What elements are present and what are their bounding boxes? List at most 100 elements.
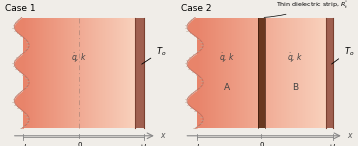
Text: Thin dielectric strip, $R_t^{''}$: Thin dielectric strip, $R_t^{''}$ xyxy=(264,0,348,17)
Bar xyxy=(50,18,51,128)
Bar xyxy=(256,18,258,128)
Bar xyxy=(319,18,321,128)
Bar xyxy=(49,18,50,128)
Bar xyxy=(250,18,252,128)
Bar xyxy=(277,18,279,128)
Text: $\dot{q}$, k: $\dot{q}$, k xyxy=(71,52,87,65)
Text: Case 1: Case 1 xyxy=(5,4,36,13)
Bar xyxy=(77,18,78,128)
Bar xyxy=(200,18,202,128)
Bar xyxy=(260,18,261,128)
Bar xyxy=(223,18,224,128)
Bar xyxy=(207,18,208,128)
Bar xyxy=(30,18,32,128)
Bar xyxy=(79,18,81,128)
Bar xyxy=(99,18,100,128)
Bar xyxy=(237,18,239,128)
Bar xyxy=(81,18,82,128)
Bar xyxy=(276,18,277,128)
Bar xyxy=(58,18,60,128)
Bar xyxy=(131,18,132,128)
Text: 0: 0 xyxy=(259,142,263,146)
Bar xyxy=(232,18,234,128)
Bar xyxy=(326,18,333,128)
Bar xyxy=(89,18,91,128)
Bar xyxy=(316,18,318,128)
Bar xyxy=(134,18,135,128)
Text: $+L$: $+L$ xyxy=(327,142,339,146)
Bar xyxy=(109,18,110,128)
Bar xyxy=(110,18,112,128)
Bar xyxy=(54,18,55,128)
Text: 0: 0 xyxy=(77,142,82,146)
Bar xyxy=(324,18,326,128)
Bar xyxy=(292,18,294,128)
Bar xyxy=(69,18,71,128)
Bar xyxy=(318,18,319,128)
Bar xyxy=(224,18,226,128)
Bar xyxy=(248,18,250,128)
Bar xyxy=(289,18,290,128)
Bar xyxy=(39,18,40,128)
Bar xyxy=(271,18,273,128)
Bar xyxy=(261,18,263,128)
Bar xyxy=(229,18,231,128)
Bar xyxy=(231,18,232,128)
Bar xyxy=(268,18,269,128)
Bar xyxy=(120,18,121,128)
Bar xyxy=(242,18,243,128)
Bar xyxy=(253,18,255,128)
Bar xyxy=(83,18,85,128)
Bar xyxy=(297,18,298,128)
Bar xyxy=(203,18,205,128)
Bar xyxy=(306,18,308,128)
Bar xyxy=(26,18,28,128)
Bar xyxy=(78,18,79,128)
Bar xyxy=(301,18,303,128)
Bar xyxy=(68,18,69,128)
Bar xyxy=(219,18,221,128)
Bar xyxy=(66,18,67,128)
Bar xyxy=(281,18,282,128)
Text: Case 2: Case 2 xyxy=(181,4,211,13)
Bar xyxy=(92,18,93,128)
Bar xyxy=(252,18,253,128)
Bar xyxy=(305,18,306,128)
Bar xyxy=(208,18,210,128)
Bar xyxy=(243,18,245,128)
Bar xyxy=(310,18,311,128)
Bar xyxy=(105,18,106,128)
Bar xyxy=(282,18,284,128)
Bar xyxy=(308,18,310,128)
Bar xyxy=(116,18,117,128)
Bar xyxy=(32,18,33,128)
Bar xyxy=(273,18,274,128)
Bar xyxy=(287,18,289,128)
Bar xyxy=(72,18,74,128)
Bar xyxy=(121,18,123,128)
Bar xyxy=(97,18,99,128)
Bar xyxy=(198,18,200,128)
Bar xyxy=(313,18,314,128)
Bar xyxy=(202,18,203,128)
Bar xyxy=(55,18,57,128)
Bar xyxy=(213,18,214,128)
Bar xyxy=(103,18,105,128)
Bar xyxy=(63,18,64,128)
Bar xyxy=(300,18,301,128)
Bar xyxy=(274,18,276,128)
Bar xyxy=(279,18,281,128)
Bar xyxy=(124,18,126,128)
Bar xyxy=(33,18,34,128)
Bar xyxy=(34,18,36,128)
Bar xyxy=(263,18,265,128)
Bar xyxy=(93,18,95,128)
Bar xyxy=(236,18,237,128)
Bar xyxy=(258,18,260,128)
Bar xyxy=(241,18,242,128)
Bar xyxy=(245,18,247,128)
Bar xyxy=(102,18,103,128)
Text: $-L$: $-L$ xyxy=(191,142,203,146)
Bar xyxy=(51,18,53,128)
Bar xyxy=(100,18,102,128)
